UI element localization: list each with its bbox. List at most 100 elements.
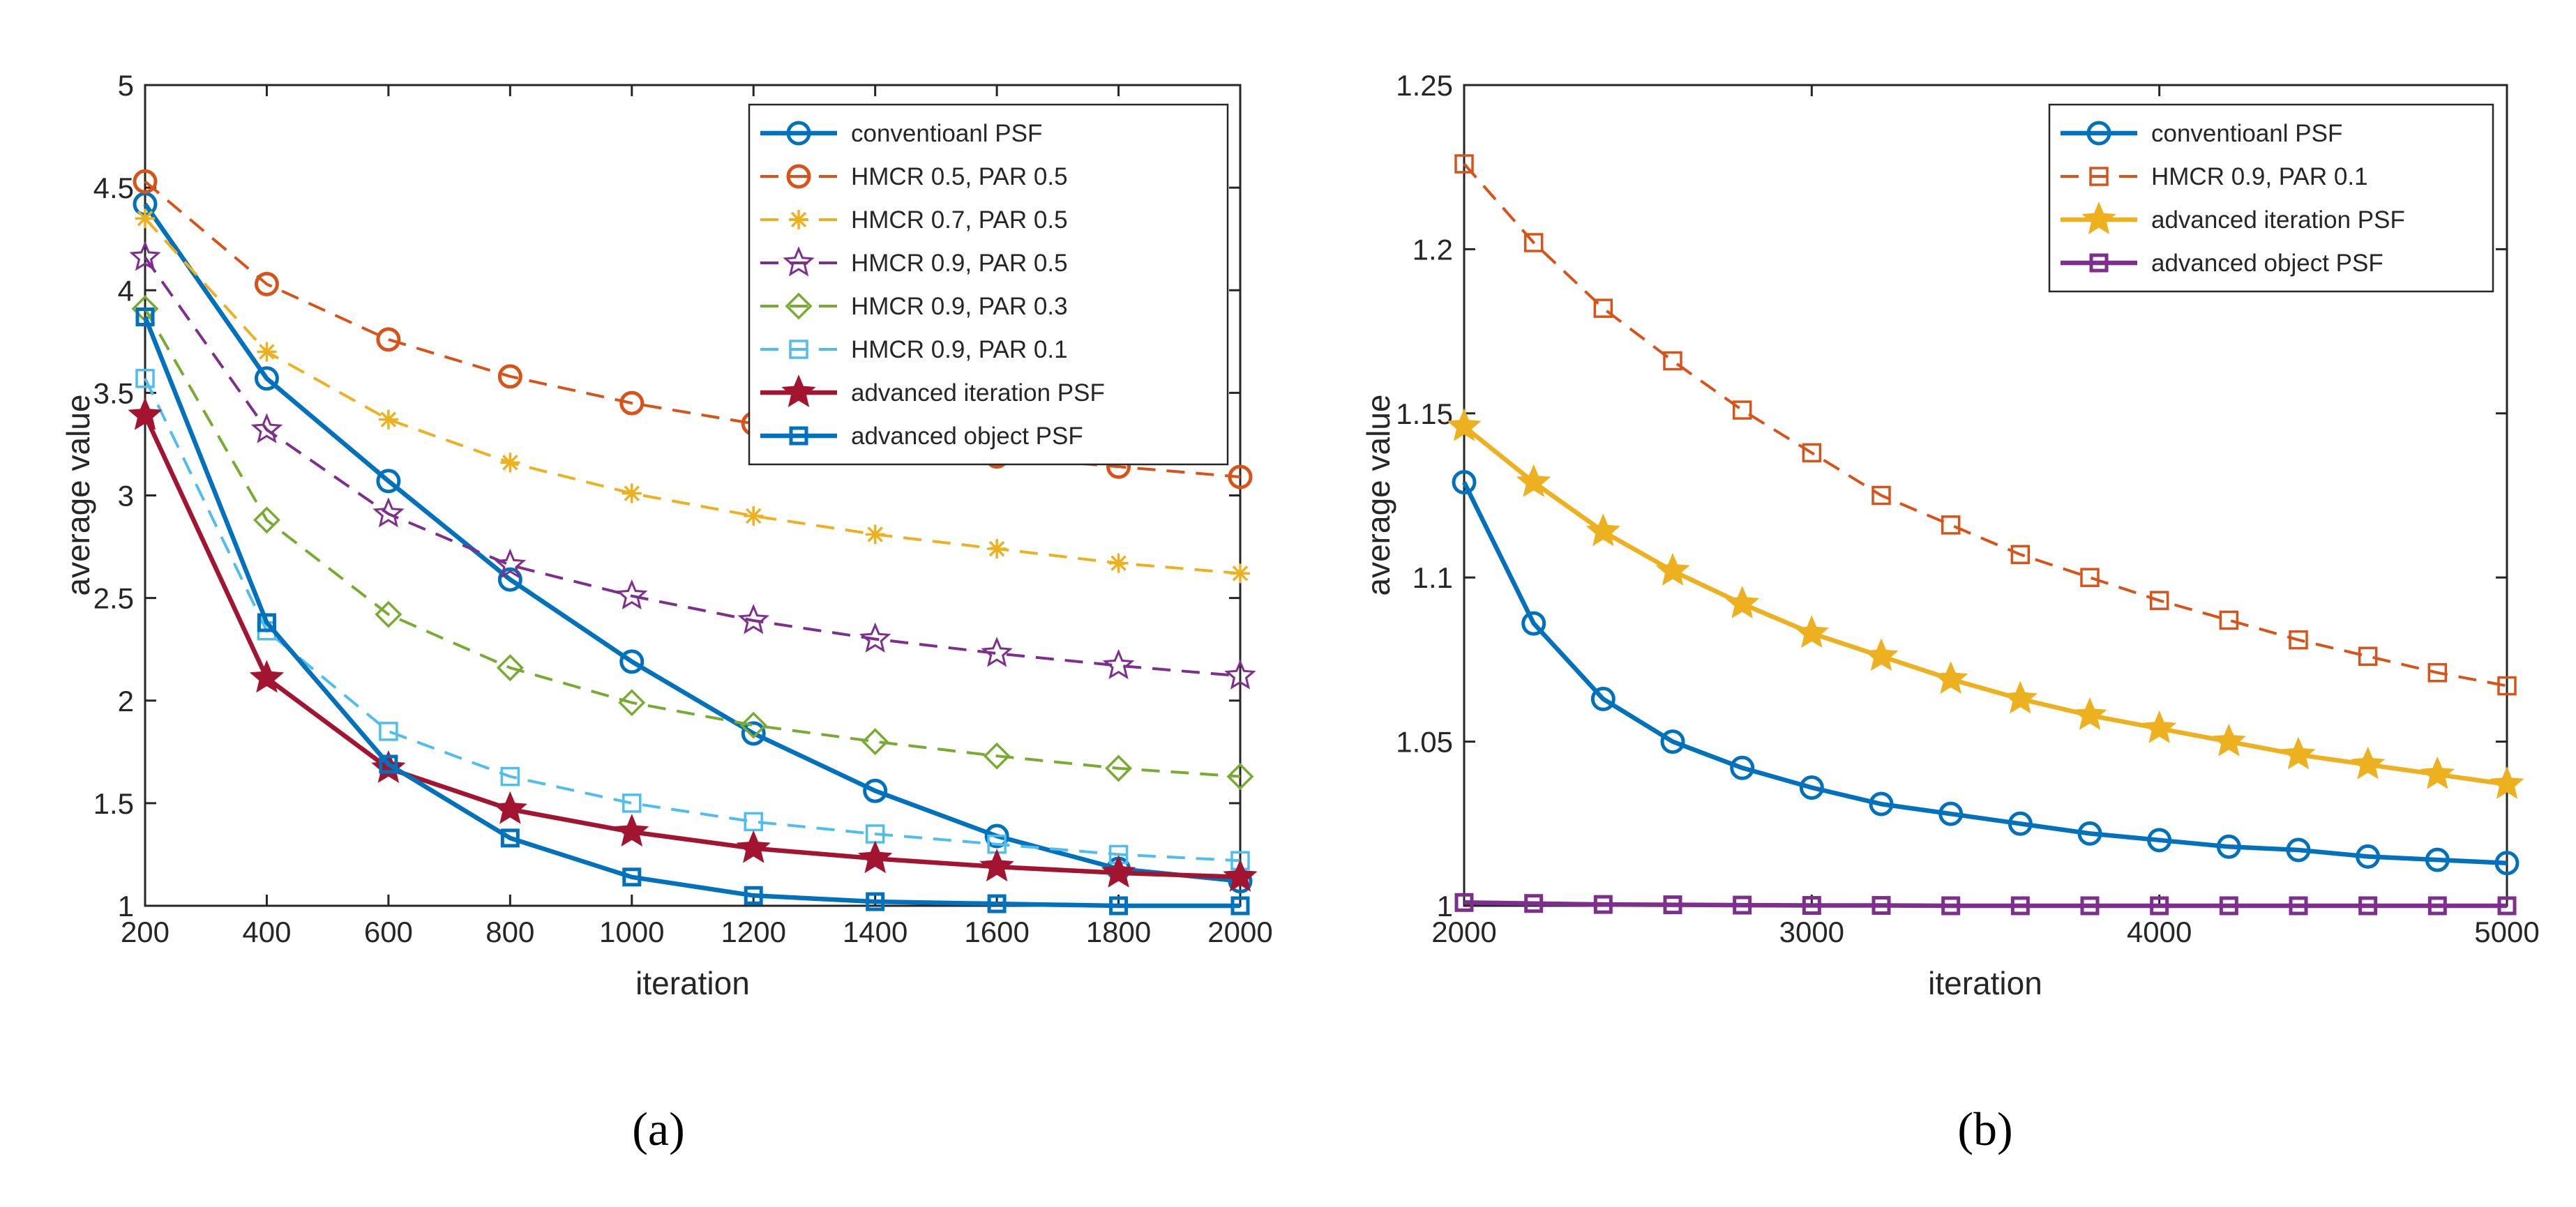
data-point bbox=[2289, 896, 2308, 916]
legend-label: HMCR 0.5, PAR 0.5 bbox=[851, 163, 1068, 190]
data-point bbox=[1454, 893, 1474, 912]
data-point bbox=[2350, 746, 2386, 780]
x-axis-title-b: iteration bbox=[1928, 965, 2042, 1001]
data-point bbox=[494, 548, 527, 579]
series-hmcr-0-9-par-0-3 bbox=[131, 295, 1254, 791]
series-hmcr-0-9-par-0-1 bbox=[1454, 154, 2517, 696]
data-point bbox=[1655, 552, 1690, 586]
y-tick-label: 1 bbox=[118, 890, 134, 923]
data-point bbox=[866, 892, 885, 911]
data-point bbox=[500, 766, 520, 787]
data-point bbox=[1733, 895, 1752, 915]
data-point bbox=[1663, 351, 1682, 371]
y-tick-label: 3.5 bbox=[93, 377, 134, 409]
data-point bbox=[987, 539, 1007, 559]
data-point bbox=[622, 483, 642, 503]
series-advanced-object-psf bbox=[1454, 893, 2517, 916]
data-point bbox=[744, 886, 763, 905]
legend-item-hmcr-0-5-par-0-5: HMCR 0.5, PAR 0.5 bbox=[760, 163, 1068, 190]
y-tick-label: 4 bbox=[118, 274, 134, 307]
x-tick-label: 1600 bbox=[964, 916, 1029, 948]
y-tick-label: 2 bbox=[118, 685, 134, 718]
data-point bbox=[619, 390, 645, 416]
series-line bbox=[144, 217, 1241, 575]
data-point bbox=[1660, 729, 1685, 754]
data-point bbox=[1590, 686, 1615, 711]
legend-label: advanced iteration PSF bbox=[2151, 206, 2405, 234]
series-hmcr-0-9-par-0-5 bbox=[129, 241, 1256, 690]
data-point bbox=[257, 342, 277, 362]
x-tick-label: 3000 bbox=[1779, 916, 1844, 948]
data-point bbox=[1454, 154, 1474, 174]
data-point bbox=[863, 778, 888, 803]
legend-box bbox=[2048, 103, 2494, 293]
data-point bbox=[2289, 630, 2308, 650]
data-point bbox=[1102, 648, 1135, 680]
data-point bbox=[984, 823, 1009, 849]
x-tick-label: 4000 bbox=[2127, 916, 2192, 948]
data-point bbox=[378, 409, 398, 430]
data-point bbox=[2141, 710, 2177, 743]
x-tick-label: 1800 bbox=[1086, 916, 1151, 948]
legend-label: conventioanl PSF bbox=[2151, 120, 2342, 147]
legend-label: advanced object PSF bbox=[851, 423, 1083, 450]
data-point bbox=[133, 169, 158, 194]
data-point bbox=[1447, 408, 1482, 441]
data-point bbox=[1228, 464, 1253, 489]
data-point bbox=[1933, 661, 1968, 694]
data-point bbox=[500, 828, 520, 848]
legend-label: advanced iteration PSF bbox=[851, 379, 1105, 407]
data-point bbox=[135, 369, 155, 388]
data-point bbox=[2427, 662, 2448, 683]
data-point bbox=[1802, 896, 1821, 916]
data-point bbox=[2008, 811, 2033, 836]
y-tick-label: 1.2 bbox=[1413, 233, 1453, 266]
legend-marker bbox=[783, 246, 815, 277]
data-point bbox=[1802, 443, 1822, 463]
data-point bbox=[1724, 586, 1760, 618]
legend-item-advanced-object-psf: advanced object PSF bbox=[2061, 250, 2383, 277]
y-tick-label: 1.15 bbox=[1396, 397, 1453, 430]
data-point bbox=[618, 689, 646, 717]
series-line bbox=[143, 414, 1241, 880]
data-point bbox=[981, 637, 1013, 667]
legend-marker bbox=[2089, 167, 2109, 186]
data-point bbox=[983, 742, 1011, 770]
data-point bbox=[254, 271, 279, 296]
data-point bbox=[497, 567, 522, 592]
data-point bbox=[979, 849, 1014, 882]
legend-marker bbox=[789, 426, 808, 446]
axis-ticks-a: 200 400 600 800 1000 1200 1400 1600 1800 2000 1 1.5… bbox=[93, 69, 1273, 948]
legend-item-conventioanl-psf: conventioanl PSF bbox=[760, 120, 1042, 147]
data-point bbox=[1523, 233, 1544, 252]
data-point bbox=[497, 364, 522, 389]
series-line bbox=[143, 202, 1241, 883]
data-point bbox=[2219, 610, 2239, 630]
legend-item-hmcr-0-9-par-0-5: HMCR 0.9, PAR 0.5 bbox=[760, 246, 1068, 277]
axis-ticks-b: 2000 3000 4000 5000 1 1.05 1.1 1.15 1.2 1.25 bbox=[1396, 69, 2539, 948]
data-point bbox=[379, 754, 398, 774]
panel-a: 200 400 600 800 1000 1200 1400 1600 1800 2000 1 1.5… bbox=[60, 69, 1273, 1155]
data-point bbox=[135, 208, 155, 229]
data-point bbox=[1871, 896, 1891, 916]
data-point bbox=[376, 327, 401, 352]
legend-label: conventioanl PSF bbox=[851, 120, 1042, 147]
legend-item-advanced-iteration-psf: advanced iteration PSF bbox=[2061, 202, 2405, 234]
data-point bbox=[1869, 791, 1894, 817]
x-tick-label: 2000 bbox=[1207, 916, 1272, 948]
series-line bbox=[1462, 425, 2508, 787]
data-point bbox=[2216, 834, 2241, 859]
legend-label: HMCR 0.9, PAR 0.5 bbox=[851, 250, 1068, 277]
legend-a: conventioanl PSF HMCR 0.5, PAR 0.5 HMCR 0.… bbox=[748, 103, 1229, 466]
x-tick-label: 800 bbox=[485, 916, 534, 948]
x-tick-label: 5000 bbox=[2474, 916, 2539, 948]
data-point bbox=[1585, 513, 1621, 547]
legend-item-hmcr-0-9-par-0-3: HMCR 0.9, PAR 0.3 bbox=[760, 292, 1068, 320]
data-point bbox=[2077, 821, 2102, 846]
data-point bbox=[987, 894, 1007, 913]
y-tick-label: 5 bbox=[118, 69, 134, 102]
data-point bbox=[2425, 847, 2450, 872]
legend-label: advanced object PSF bbox=[2151, 250, 2383, 277]
data-point bbox=[1101, 855, 1136, 888]
data-point bbox=[1524, 894, 1544, 913]
